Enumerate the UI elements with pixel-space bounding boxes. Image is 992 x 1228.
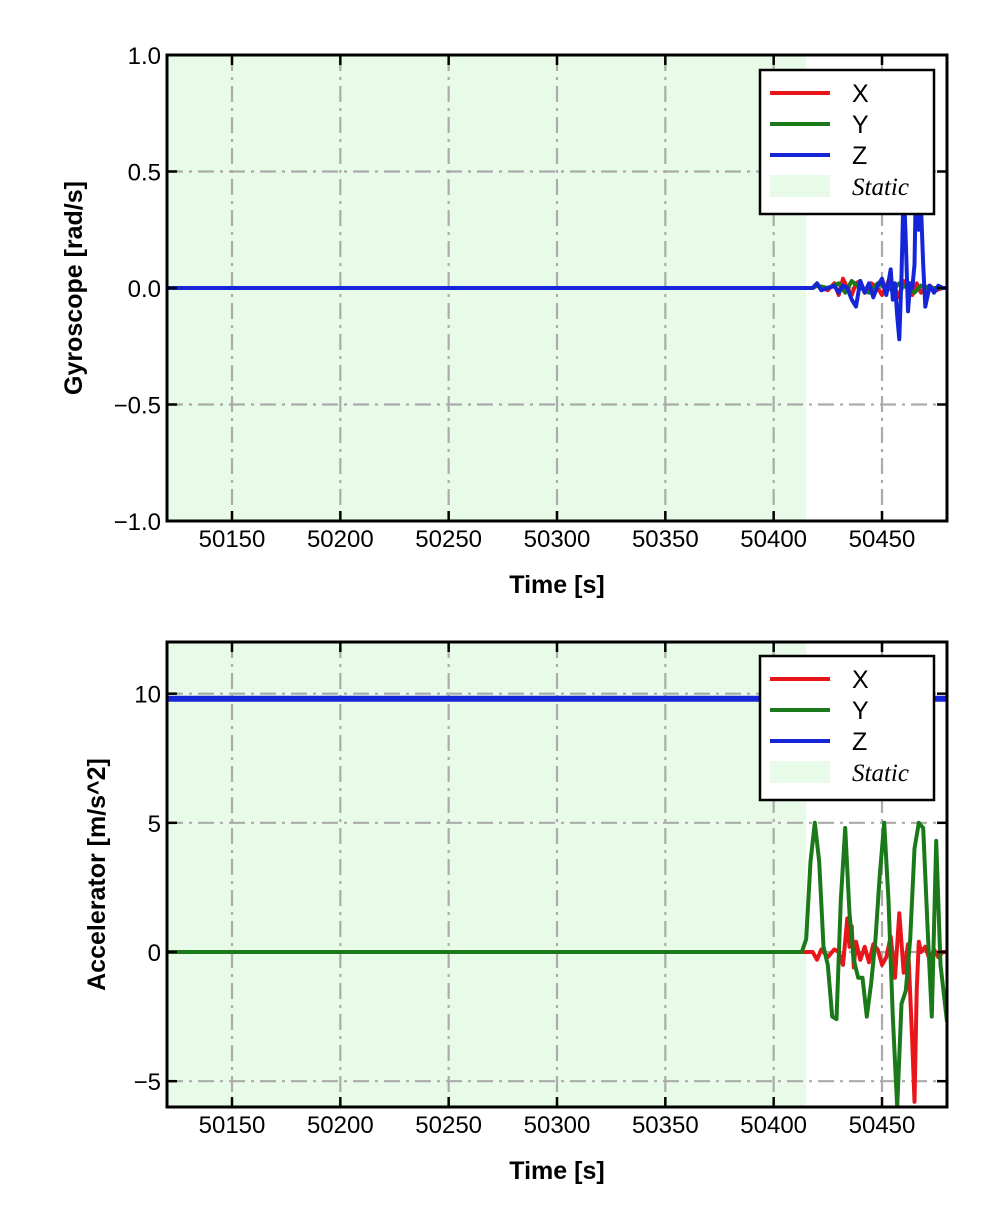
y-tick-label: −0.5 — [114, 393, 161, 420]
x-axis-title: Time [s] — [509, 1157, 604, 1185]
y-tick-label: 0.5 — [128, 160, 161, 187]
legend: XYZ Static — [758, 68, 936, 216]
x-tick-label: 50450 — [849, 526, 916, 553]
legend-label-x: X — [852, 80, 869, 108]
x-tick-label: 50400 — [740, 1112, 807, 1139]
y-tick-label: −1.0 — [114, 509, 161, 536]
legend-label-y: Y — [852, 111, 869, 139]
accelerator-chart: 50150 50200 50250 50300 50350 50400 50450 −5 0 5 1… — [83, 640, 949, 1185]
x-tick-label: 50350 — [632, 1112, 699, 1139]
legend-label-y: Y — [852, 697, 869, 725]
x-tick-label: 50200 — [307, 526, 374, 553]
legend-swatch-static — [770, 761, 830, 783]
x-tick-label: 50200 — [307, 1112, 374, 1139]
x-tick-label: 50150 — [199, 1112, 266, 1139]
gyroscope-chart: 50150 50200 50250 50300 50350 50400 50450 −1.0 −… — [60, 43, 949, 599]
x-tick-label: 50150 — [199, 526, 266, 553]
y-tick-label: 5 — [148, 811, 161, 838]
y-axis-title: Gyroscope [rad/s] — [60, 181, 88, 395]
legend-label-static: Static — [852, 174, 909, 201]
legend-label-z: Z — [852, 142, 867, 170]
y-axis-title: Accelerator [m/s^2] — [83, 758, 111, 991]
legend-swatch-static — [770, 175, 830, 197]
series-line-y — [167, 820, 947, 1107]
y-tick-label: 10 — [134, 682, 161, 709]
x-tick-label: 50250 — [415, 526, 482, 553]
x-tick-label: 50250 — [415, 1112, 482, 1139]
y-tick-label: 0.0 — [128, 276, 161, 303]
y-tick-label: 0 — [148, 940, 161, 967]
x-tick-label: 50300 — [524, 526, 591, 553]
x-tick-label: 50400 — [740, 526, 807, 553]
x-tick-label: 50300 — [524, 1112, 591, 1139]
legend-label-x: X — [852, 666, 869, 694]
x-tick-label: 50350 — [632, 526, 699, 553]
legend-label-static: Static — [852, 760, 909, 787]
legend-label-z: Z — [852, 728, 867, 756]
static-region — [167, 642, 807, 1107]
y-tick-label: −5 — [134, 1069, 161, 1096]
x-tick-label: 50450 — [849, 1112, 916, 1139]
series-line-z — [167, 134, 947, 342]
x-axis-title: Time [s] — [509, 571, 604, 599]
legend: XYZ Static — [758, 654, 936, 802]
y-tick-label: 1.0 — [128, 43, 161, 70]
